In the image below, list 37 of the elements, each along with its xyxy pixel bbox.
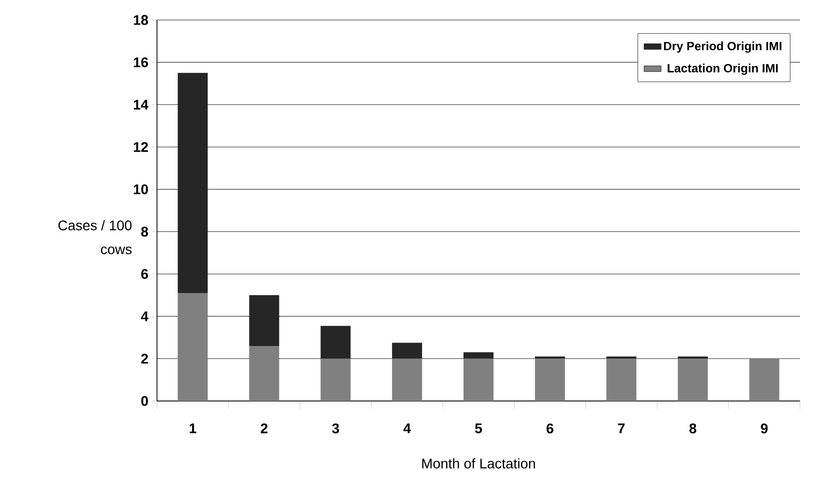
- x-tick-label: 2: [260, 423, 268, 434]
- legend-label: Dry Period Origin IMI: [664, 42, 782, 53]
- x-tick-label: 7: [618, 424, 625, 434]
- y-tick-label: 12: [134, 142, 148, 152]
- x-tick-label: 6: [546, 423, 554, 434]
- bar: [178, 72, 208, 294]
- bar: [392, 358, 422, 401]
- x-tick-label: 5: [475, 424, 482, 434]
- bar: [464, 352, 494, 359]
- x-tick-label: 4: [403, 424, 411, 434]
- y-axis-title: Cases / 100 cows: [58, 220, 132, 254]
- bar: [320, 326, 351, 359]
- y-tick-label: 18: [134, 15, 148, 25]
- y-tick-label: 2: [141, 354, 148, 364]
- x-tick-label: 8: [689, 423, 696, 434]
- bar: [606, 358, 636, 401]
- bar: [678, 358, 708, 401]
- y-tick-label: 8: [141, 226, 148, 237]
- x-tick-label: 9: [760, 423, 768, 434]
- bar: [249, 295, 280, 346]
- y-tick-label: 10: [134, 184, 148, 194]
- x-tick-label: 3: [332, 423, 339, 434]
- bar: [749, 358, 780, 401]
- y-tick-label: 16: [134, 57, 148, 68]
- x-tick-label: 1: [190, 424, 196, 434]
- y-tick-label: 14: [134, 100, 148, 110]
- bar: [249, 346, 280, 401]
- y-tick-label: 6: [141, 269, 148, 279]
- x-axis-title: Month of Lactation: [422, 458, 535, 468]
- legend-label: Lactation Origin IMI: [668, 64, 778, 75]
- bar: [534, 358, 565, 401]
- y-tick-label: 4: [140, 312, 148, 322]
- bar: [464, 358, 494, 401]
- bar: [320, 358, 351, 401]
- bar: [392, 342, 422, 359]
- bar: [178, 293, 208, 401]
- y-tick-label: 0: [141, 396, 148, 406]
